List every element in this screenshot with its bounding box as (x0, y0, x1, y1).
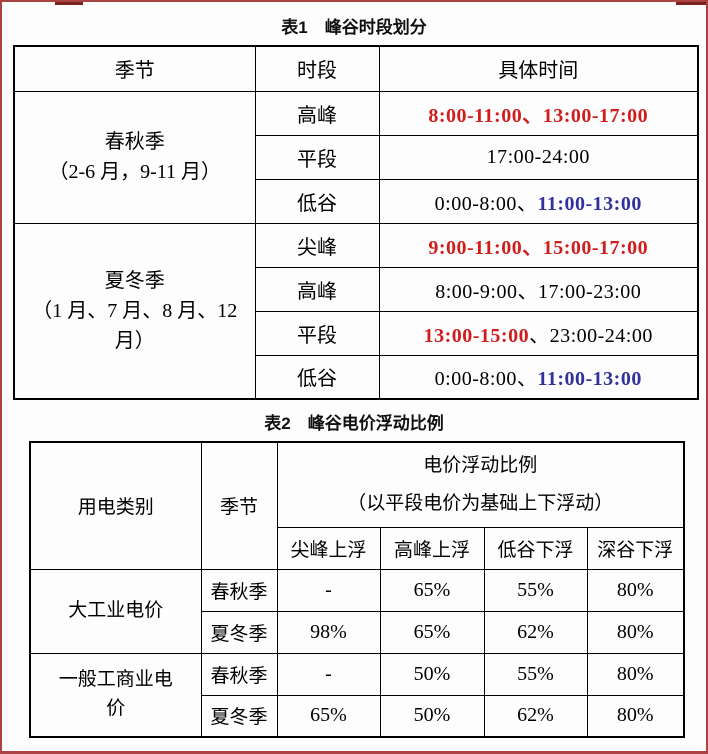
time-segment: 8:00-9:00、17:00-23:00 (435, 280, 642, 303)
t1-time-cell: 17:00-24:00 (378, 134, 699, 180)
t2-value-cell: 65% (379, 610, 485, 654)
table-row: 夏冬季 65% 50% 62% 80% (30, 694, 685, 738)
time-segment: 、23:00-24:00 (529, 324, 653, 347)
t2-value-cell: 55% (483, 568, 588, 612)
table2-price-float-ratios: 用电类别 季节 电价浮动比例 （以平段电价为基础上下浮动） 尖峰上浮 高峰上浮 … (29, 441, 686, 738)
t2-value-cell: 55% (483, 652, 588, 696)
t2-value-cell: 50% (379, 694, 485, 738)
t2-header-category: 用电类别 (29, 441, 202, 570)
t1-time-cell: 0:00-8:00、11:00-13:00 (378, 354, 699, 400)
table1-header-row: 季节 时段 具体时间 (13, 45, 699, 92)
t2-header-ratio-subtitle: （以平段电价为基础上下浮动） (347, 492, 614, 514)
t1-period-cell: 平段 (254, 310, 380, 356)
t2-category-large-industry: 大工业电价 (29, 568, 202, 654)
time-segment: 9:00-11:00、15:00-17:00 (428, 236, 649, 259)
t2-subheader-valley-down: 低谷下浮 (483, 526, 588, 570)
t1-time-cell: 13:00-15:00、23:00-24:00 (378, 310, 699, 356)
t2-season-cell: 春秋季 (200, 568, 278, 612)
t2-value-cell: - (276, 652, 381, 696)
t1-time-cell: 8:00-9:00、17:00-23:00 (378, 266, 699, 312)
t2-value-cell: 80% (586, 610, 685, 654)
table2-caption: 表2 峰谷电价浮动比例 (264, 414, 444, 433)
t2-value-cell: 80% (586, 694, 685, 738)
t2-value-cell: 50% (379, 652, 485, 696)
t1-season-summer-winter: 夏冬季 （1 月、7 月、8 月、12 月） (13, 222, 256, 400)
t2-header-ratio-title: 电价浮动比例 (423, 454, 538, 476)
table2-header-row-1: 用电类别 季节 电价浮动比例 （以平段电价为基础上下浮动） (29, 441, 685, 570)
t1-period-cell: 高峰 (254, 90, 380, 136)
t1-header-period: 时段 (254, 45, 380, 92)
t2-header-ratio: 电价浮动比例 （以平段电价为基础上下浮动） (276, 441, 685, 528)
time-segment: 8:00-11:00、13:00-17:00 (428, 104, 649, 127)
t1-period-cell: 尖峰 (254, 222, 380, 268)
t1-period-cell: 低谷 (254, 178, 380, 224)
t2-header-season: 季节 (200, 441, 278, 570)
table-row: 平段 17:00-24:00 (14, 134, 699, 180)
table-row: 夏冬季 （1 月、7 月、8 月、12 月） 尖峰 9:00-11:00、15:… (13, 222, 699, 400)
t2-subheader-deep-valley-down: 深谷下浮 (586, 526, 685, 570)
t1-period-cell: 平段 (254, 134, 380, 180)
t1-time-cell: 8:00-11:00、13:00-17:00 (378, 90, 699, 136)
t2-season-cell: 春秋季 (200, 652, 278, 696)
t2-season-cell: 夏冬季 (200, 694, 278, 738)
t2-value-cell: 65% (276, 694, 381, 738)
t1-time-cell: 9:00-11:00、15:00-17:00 (378, 222, 699, 268)
t1-header-time: 具体时间 (378, 45, 699, 92)
table-row: 低谷 0:00-8:00、11:00-13:00 (14, 178, 699, 224)
t2-subheader-peak-up: 高峰上浮 (379, 526, 485, 570)
table1-peak-valley-periods: 季节 时段 具体时间 春秋季 （2-6 月，9-11 月） 高峰 8:00-11… (13, 45, 699, 400)
table-row: 春秋季 （2-6 月，9-11 月） 高峰 8:00-11:00、13:00-1… (13, 90, 699, 224)
time-segment: 13:00-15:00 (423, 324, 530, 347)
table2-header-row-2: 尖峰上浮 高峰上浮 低谷下浮 深谷下浮 (30, 526, 685, 570)
t2-value-cell: - (276, 568, 381, 612)
t2-value-cell: 80% (586, 652, 685, 696)
top-border-mark-right (676, 2, 706, 5)
table-row: 一般工商业电 价 春秋季 - 50% 55% 80% (29, 652, 685, 738)
t2-value-cell: 80% (586, 568, 685, 612)
t2-value-cell: 62% (483, 694, 588, 738)
t2-category-general-commercial: 一般工商业电 价 (29, 652, 202, 738)
t2-value-cell: 65% (379, 568, 485, 612)
time-segment: 0:00-8:00、 (434, 192, 538, 215)
t1-period-cell: 高峰 (254, 266, 380, 312)
time-segment: 0:00-8:00、 (434, 368, 538, 391)
table1-caption: 表1 峰谷时段划分 (281, 18, 427, 37)
t2-value-cell: 62% (483, 610, 588, 654)
t1-period-cell: 低谷 (254, 354, 380, 400)
time-segment: 17:00-24:00 (486, 145, 590, 168)
table-row: 低谷 0:00-8:00、11:00-13:00 (14, 354, 699, 400)
time-segment: 11:00-13:00 (537, 368, 642, 391)
t1-header-season: 季节 (13, 45, 256, 92)
t2-subheader-sharp-peak-up: 尖峰上浮 (276, 526, 381, 570)
t2-season-cell: 夏冬季 (200, 610, 278, 654)
t1-time-cell: 0:00-8:00、11:00-13:00 (378, 178, 699, 224)
t2-value-cell: 98% (276, 610, 381, 654)
table-row: 平段 13:00-15:00、23:00-24:00 (14, 310, 699, 356)
time-segment: 11:00-13:00 (537, 192, 642, 215)
table-row: 高峰 8:00-9:00、17:00-23:00 (14, 266, 699, 312)
table-row: 大工业电价 春秋季 - 65% 55% 80% (29, 568, 685, 654)
table-row: 夏冬季 98% 65% 62% 80% (30, 610, 685, 654)
t1-season-spring-autumn: 春秋季 （2-6 月，9-11 月） (13, 90, 256, 224)
top-border-mark-left (55, 2, 83, 5)
